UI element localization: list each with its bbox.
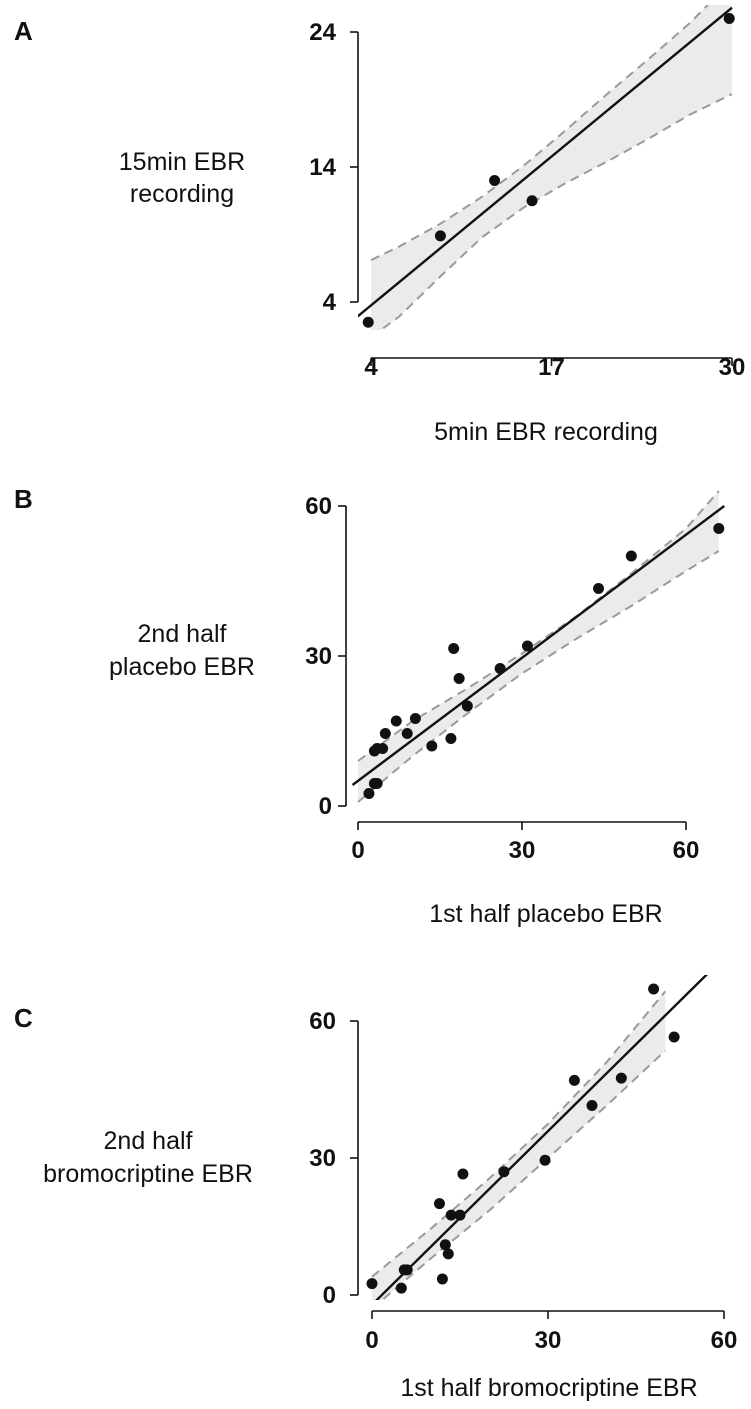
y-tick-label: 60 — [309, 1008, 336, 1035]
x-tick-label: 30 — [719, 354, 746, 381]
panel-b: 0 30 60 0 30 60 B 2nd half placebo EBR 1st half p… — [14, 484, 725, 928]
regression-line — [375, 975, 708, 1300]
data-point — [401, 728, 413, 739]
y-tick-label: 4 — [323, 289, 337, 316]
data-point — [494, 663, 506, 674]
data-point — [448, 643, 460, 654]
x-axis-label: 1st half bromocriptine EBR — [400, 1374, 697, 1402]
data-point — [668, 1031, 680, 1043]
plot-area — [358, 5, 733, 330]
ci-lower-line — [379, 93, 733, 330]
data-point — [371, 778, 383, 789]
y-axis-label: recording — [130, 180, 234, 208]
data-point — [436, 1273, 448, 1285]
x-tick-label: 60 — [711, 1327, 738, 1354]
panel-letter: A — [14, 16, 33, 46]
data-point — [625, 550, 637, 562]
data-point — [433, 1198, 445, 1210]
panel-c: 0 30 60 0 30 60 C 2nd half bromocriptine EBR 1st … — [14, 975, 738, 1402]
ci-lower-line — [380, 1049, 666, 1300]
data-point — [586, 1099, 598, 1111]
data-point — [409, 713, 421, 724]
data-point — [454, 1209, 466, 1221]
confidence-band — [371, 5, 732, 330]
y-tick-label: 14 — [309, 154, 336, 181]
y-axis-label: 2nd half — [138, 620, 227, 648]
data-point — [521, 640, 533, 652]
x-tick-label: 4 — [364, 354, 378, 381]
data-point — [457, 1168, 469, 1180]
panel-letter: B — [14, 484, 33, 514]
data-point — [363, 788, 375, 799]
y-axis-label: 15min EBR — [119, 148, 245, 176]
x-tick-label: 30 — [535, 1327, 562, 1354]
y-tick-label: 0 — [319, 793, 332, 820]
y-axis-label: placebo EBR — [109, 653, 255, 681]
data-point — [379, 728, 391, 739]
data-point — [539, 1154, 551, 1166]
ci-lower-line — [357, 550, 720, 803]
data-point — [439, 1239, 451, 1251]
data-point — [390, 715, 402, 727]
data-point — [461, 700, 473, 712]
data-point — [445, 733, 457, 744]
panel-a: 4 17 30 4 14 24 A 15min EBR recording 5min EBR re… — [14, 5, 746, 446]
x-axis-label: 5min EBR recording — [434, 418, 658, 446]
x-tick-label: 0 — [365, 1327, 378, 1354]
data-point — [498, 1166, 510, 1178]
data-point — [401, 1264, 413, 1276]
data-point — [377, 743, 389, 754]
ci-upper-line — [371, 990, 667, 1278]
x-tick-label: 60 — [673, 837, 700, 864]
ci-upper-line — [357, 490, 720, 762]
data-point — [568, 1074, 580, 1086]
y-axis-label: bromocriptine EBR — [43, 1160, 253, 1188]
data-point — [648, 983, 660, 995]
y-tick-label: 30 — [309, 1145, 336, 1172]
data-point — [395, 1282, 407, 1294]
x-tick-label: 30 — [509, 837, 536, 864]
y-tick-label: 60 — [305, 493, 332, 520]
data-point — [434, 230, 446, 242]
panel-letter: C — [14, 1003, 33, 1033]
regression-line — [358, 6, 733, 318]
plot-area — [371, 975, 708, 1300]
y-tick-label: 30 — [305, 643, 332, 670]
confidence-band — [372, 991, 666, 1300]
data-point — [526, 195, 538, 207]
data-point — [615, 1072, 627, 1084]
y-tick-label: 24 — [309, 19, 336, 46]
y-tick-label: 0 — [323, 1282, 336, 1309]
data-point — [426, 740, 438, 752]
data-point — [453, 673, 465, 684]
x-axis-label: 1st half placebo EBR — [429, 900, 662, 928]
y-axis-label: 2nd half — [104, 1127, 193, 1155]
x-tick-label: 17 — [538, 354, 565, 381]
data-point — [366, 1278, 378, 1290]
data-point — [362, 316, 374, 328]
data-point — [442, 1248, 454, 1260]
data-point — [713, 523, 725, 534]
data-point — [723, 13, 735, 24]
regression-line — [351, 505, 725, 786]
data-point — [445, 1209, 457, 1221]
data-point — [593, 583, 605, 594]
plot-area — [351, 490, 725, 803]
data-point — [489, 175, 501, 186]
x-tick-label: 0 — [351, 837, 364, 864]
